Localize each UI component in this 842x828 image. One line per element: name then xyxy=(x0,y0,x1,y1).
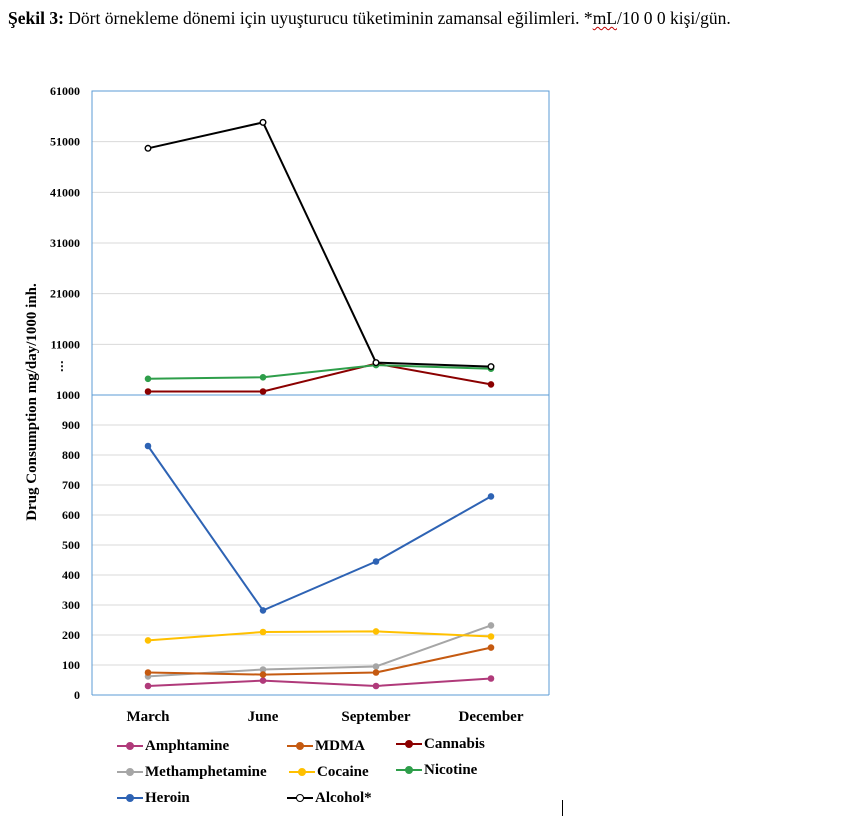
y-tick-label: 900 xyxy=(62,418,80,432)
data-point xyxy=(372,669,380,676)
data-point xyxy=(259,607,267,614)
data-point xyxy=(259,374,267,381)
x-tick-label: September xyxy=(341,709,410,725)
y-tick-label: 800 xyxy=(62,448,80,462)
series-line xyxy=(148,362,492,393)
legend-item: Cocaine xyxy=(289,763,369,781)
data-point xyxy=(259,677,267,684)
legend-swatch xyxy=(396,737,422,751)
data-point xyxy=(487,381,495,388)
data-point xyxy=(259,671,267,678)
legend-swatch xyxy=(287,791,313,805)
x-tick-label: March xyxy=(126,709,170,725)
caption-rest: /10 0 0 kişi/gün. xyxy=(617,8,731,28)
y-tick-label: 41000 xyxy=(50,185,80,199)
data-point xyxy=(487,675,495,682)
series-line xyxy=(147,121,492,368)
data-point xyxy=(144,682,152,690)
caption-label: Şekil 3: xyxy=(8,8,64,28)
y-tick-label: 600 xyxy=(62,508,80,522)
data-point xyxy=(372,663,380,670)
data-point xyxy=(259,118,267,126)
data-point xyxy=(372,682,380,690)
data-point xyxy=(487,363,495,371)
data-point xyxy=(487,633,495,640)
legend-label: Cocaine xyxy=(317,763,369,780)
data-point xyxy=(487,493,495,500)
data-point xyxy=(372,359,380,367)
y-tick-label: 61000 xyxy=(50,84,80,98)
x-tick-label: December xyxy=(459,709,524,725)
legend-item: MDMA xyxy=(287,737,365,755)
data-point xyxy=(144,669,152,676)
data-point xyxy=(144,637,152,644)
y-tick-label: 1000 xyxy=(56,388,80,402)
y-tick-label: 11000 xyxy=(51,337,80,351)
data-point xyxy=(487,644,495,651)
legend-item: Amphtamine xyxy=(117,737,229,755)
legend-item: Nicotine xyxy=(396,761,477,779)
data-point xyxy=(487,622,495,629)
data-point xyxy=(372,628,380,635)
caption-text: Dört örnekleme dönemi için uyuşturucu tü… xyxy=(63,8,593,28)
data-point xyxy=(144,144,152,152)
data-point xyxy=(144,442,152,450)
y-tick-label: 31000 xyxy=(50,236,80,250)
legend-label: MDMA xyxy=(315,737,365,754)
legend-label: Cannabis xyxy=(424,735,485,752)
legend-swatch xyxy=(289,765,315,779)
legend-label: Nicotine xyxy=(424,761,478,778)
legend-label: Heroin xyxy=(145,789,190,806)
legend-item: Cannabis xyxy=(396,735,485,753)
legend-item: Methamphetamine xyxy=(117,763,267,781)
upper-plot-frame xyxy=(91,90,550,396)
y-tick-label: 100 xyxy=(62,658,80,672)
series-line xyxy=(147,630,492,642)
legend-swatch xyxy=(117,739,143,753)
y-tick-label: 0 xyxy=(74,688,80,702)
y-tick-label: 400 xyxy=(62,568,80,582)
legend-swatch xyxy=(396,763,422,777)
data-point xyxy=(372,558,380,565)
text-cursor xyxy=(562,800,563,816)
figure-caption: Şekil 3: Dört örnekleme dönemi için uyuş… xyxy=(8,6,834,31)
legend-swatch xyxy=(287,739,313,753)
data-point xyxy=(259,388,267,395)
y-tick-label: 200 xyxy=(62,628,80,642)
data-point xyxy=(144,375,152,383)
data-point xyxy=(259,628,267,636)
legend-swatch xyxy=(117,791,143,805)
series-line xyxy=(147,646,492,676)
series-line xyxy=(147,364,492,380)
y-tick-label: 300 xyxy=(62,598,80,612)
legend-label: Alcohol* xyxy=(315,789,372,806)
y-tick-label: 21000 xyxy=(50,287,80,301)
data-point xyxy=(144,388,152,395)
caption-unit: mL xyxy=(592,8,617,28)
series-line xyxy=(147,677,492,688)
y-axis-label: Drug Consumption mg/day/1000 inh. xyxy=(24,283,40,521)
legend-item: Alcohol* xyxy=(287,789,372,807)
legend-item: Heroin xyxy=(117,789,190,807)
legend-label: Methamphetamine xyxy=(145,763,267,780)
legend-label: Amphtamine xyxy=(145,737,230,754)
y-tick-label: 700 xyxy=(62,478,80,492)
legend-swatch xyxy=(117,765,143,779)
series-line xyxy=(147,445,492,612)
series-line xyxy=(147,624,492,678)
y-tick-label: 500 xyxy=(62,538,80,552)
x-tick-label: June xyxy=(248,709,279,725)
axis-break-marker: ⋮ xyxy=(56,359,68,373)
y-tick-label: 51000 xyxy=(50,135,80,149)
